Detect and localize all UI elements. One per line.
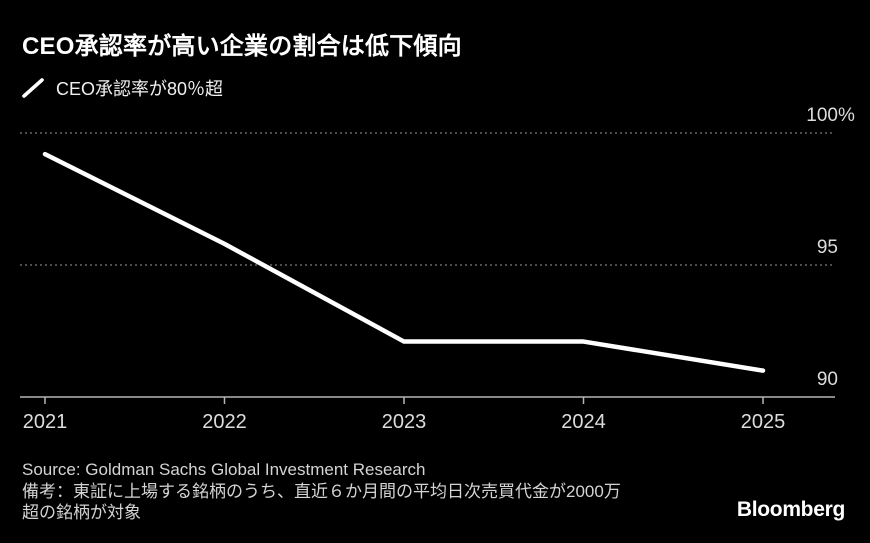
y-axis-tick-label: 95 <box>816 237 838 258</box>
percent-suffix: % <box>838 105 855 126</box>
chart-title: CEO承認率が高い企業の割合は低下傾向 <box>22 33 462 60</box>
x-axis-tick-label: 2025 <box>740 411 786 433</box>
source-text: Source: Goldman Sachs Global Investment … <box>22 460 426 479</box>
y-axis-tick-label: 100% <box>806 105 855 126</box>
x-axis-tick-label: 2022 <box>202 411 247 433</box>
x-axis-tick-label: 2021 <box>22 411 68 433</box>
line-series-marker-icon <box>22 78 44 98</box>
legend-label: CEO承認率が80％超 <box>56 79 224 99</box>
note-line: 超の銘柄が対象 <box>22 503 141 522</box>
note-line: 備考：東証に上場する銘柄のうち、直近６か月間の平均日次売買代金が2000万 <box>22 481 621 501</box>
data-line-series <box>42 151 766 373</box>
legend: CEO承認率が80％超 <box>21 75 223 101</box>
bloomberg-logo: Bloomberg <box>736 498 845 521</box>
y-axis-tick-label: 90 <box>816 369 838 390</box>
footer: Source: Goldman Sachs Global Investment … <box>22 459 621 524</box>
note-text: 備考：東証に上場する銘柄のうち、直近６か月間の平均日次売買代金が2000万 超の銘… <box>22 481 621 524</box>
x-axis-tick-label: 2024 <box>561 411 606 433</box>
x-axis-tick-label: 2023 <box>381 411 427 433</box>
